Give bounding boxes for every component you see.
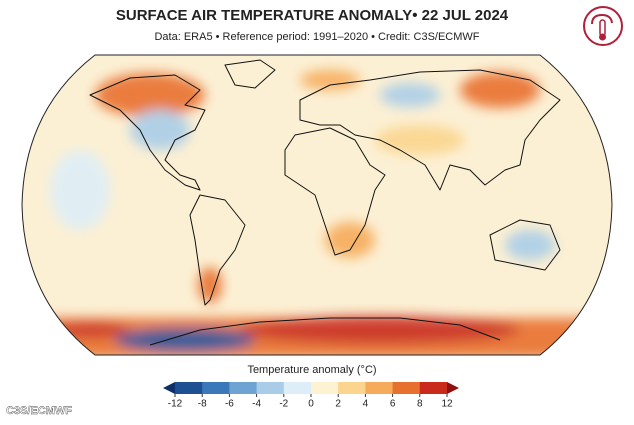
- colorbar-segment: [311, 382, 339, 394]
- colorbar-tick-label: -8: [198, 399, 207, 410]
- colorbar-tick-label: 0: [308, 399, 314, 410]
- credit: C3S/ECMWF: [6, 405, 72, 417]
- colorbar-tick-label: -6: [225, 399, 234, 410]
- colorbar-segment: [175, 382, 203, 394]
- colorbar-tick-label: 4: [363, 399, 369, 410]
- colorbar-segment: [283, 382, 312, 394]
- logo: [583, 6, 623, 46]
- colorbar-tick-label: 6: [390, 399, 396, 410]
- colorbar-segment: [365, 382, 394, 394]
- colorbar-tick-label: 12: [441, 399, 453, 410]
- colorbar-segment: [202, 382, 230, 394]
- colorbar-tick-label: -2: [279, 399, 288, 410]
- colorbar-segment: [338, 382, 366, 394]
- colorbar-over: [447, 382, 459, 394]
- map: [21, 54, 613, 356]
- colorbar-segment: [256, 382, 285, 394]
- legend-label: Temperature anomaly (°C): [247, 364, 376, 376]
- subtitle: Data: ERA5 • Reference period: 1991–2020…: [154, 31, 479, 43]
- colorbar-tick-label: -4: [252, 399, 261, 410]
- colorbar-tick-label: 8: [417, 399, 423, 410]
- colorbar-segment: [392, 382, 421, 394]
- colorbar: -12 -8 -6 -4 -2 0 2 4 6 8 12: [163, 382, 459, 410]
- colorbar-tick-label: -12: [168, 399, 183, 410]
- title: SURFACE AIR TEMPERATURE ANOMALY• 22 JUL …: [116, 7, 509, 24]
- colorbar-segment: [419, 382, 448, 394]
- colorbar-segment: [229, 382, 258, 394]
- colorbar-under: [163, 382, 175, 394]
- colorbar-tick-label: 2: [335, 399, 341, 410]
